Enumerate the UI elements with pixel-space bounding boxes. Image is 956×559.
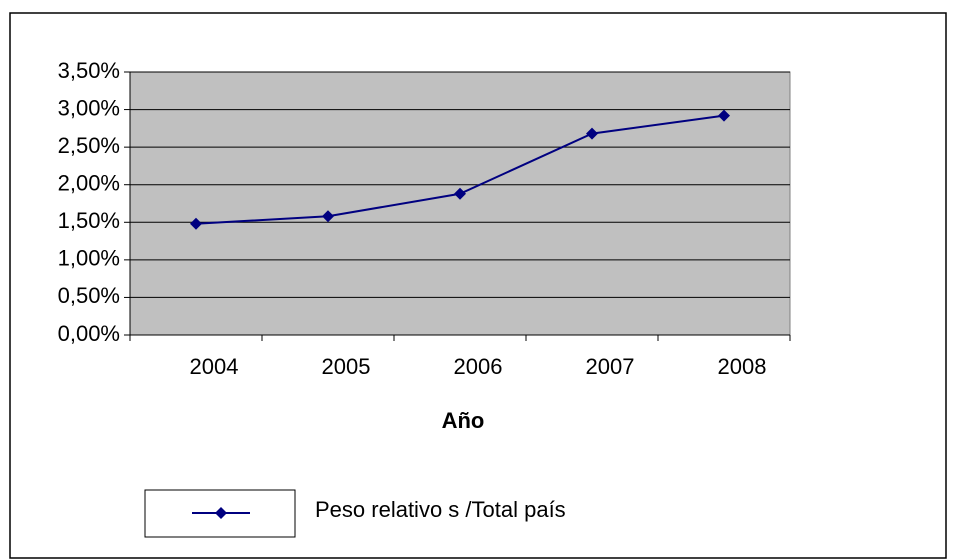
legend-label: Peso relativo s /Total país <box>315 497 566 522</box>
y-tick-label: 1,00% <box>58 246 120 271</box>
legend-marker <box>215 507 227 519</box>
data-point <box>190 217 202 230</box>
data-point <box>718 109 730 122</box>
x-tick-label: 2008 <box>718 354 767 379</box>
y-tick-label: 2,50% <box>58 133 120 158</box>
y-tick-label: 3,50% <box>58 58 120 83</box>
x-tick-label: 2006 <box>454 354 503 379</box>
x-tick-label: 2007 <box>586 354 635 379</box>
y-tick-label: 0,00% <box>58 321 120 346</box>
y-tick-label: 2,00% <box>58 171 120 196</box>
plot-area <box>129 71 791 336</box>
y-tick-label: 0,50% <box>58 283 120 308</box>
data-point <box>586 127 598 140</box>
y-tick-label: 3,00% <box>58 95 120 120</box>
data-point <box>322 210 334 223</box>
data-point <box>454 187 466 200</box>
y-tick-label: 1,50% <box>58 208 120 233</box>
x-tick-label: 2005 <box>322 354 371 379</box>
x-axis-title: Año <box>442 408 485 433</box>
x-tick-label: 2004 <box>190 354 239 379</box>
